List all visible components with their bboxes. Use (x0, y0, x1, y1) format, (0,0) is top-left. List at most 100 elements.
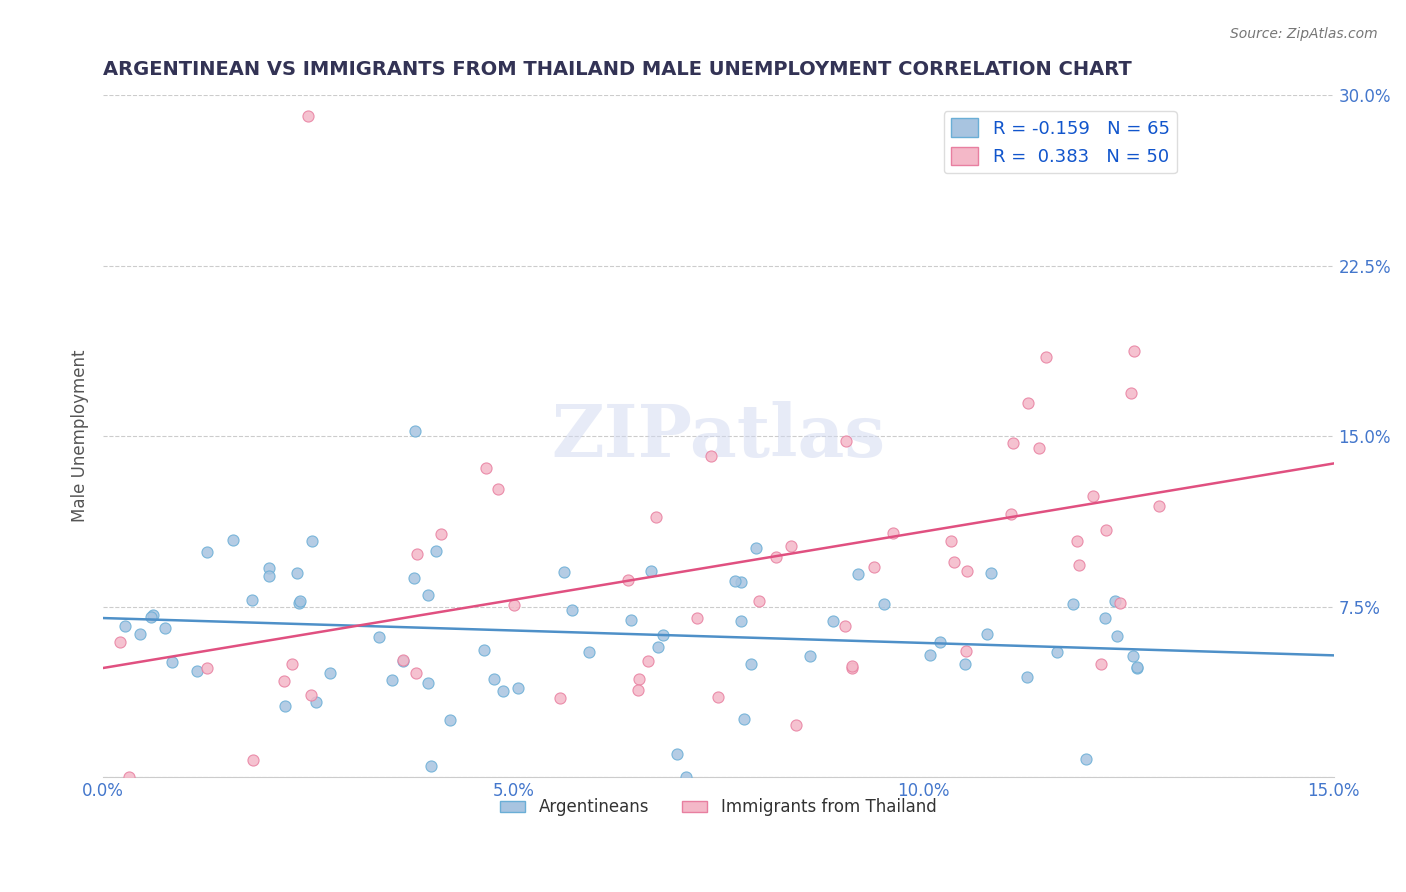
Immigrants from Thailand (628, 672, 651, 686)
Argentineans (274, 698, 297, 713)
Immigrants from Thailand (748, 594, 770, 608)
Immigrants from Thailand (835, 434, 858, 448)
Immigrants from Thailand (405, 666, 427, 681)
Argentineans (724, 574, 747, 589)
Immigrants from Thailand (486, 482, 509, 496)
Argentineans (482, 672, 505, 686)
Immigrants from Thailand (273, 673, 295, 688)
Argentineans (1122, 649, 1144, 664)
Argentineans (873, 597, 896, 611)
Argentineans (141, 610, 163, 624)
Argentineans (640, 564, 662, 578)
Argentineans (980, 566, 1002, 580)
Argentineans (162, 655, 184, 669)
Immigrants from Thailand (1000, 507, 1022, 521)
Immigrants from Thailand (862, 559, 884, 574)
Argentineans (744, 541, 766, 555)
Argentineans (439, 714, 461, 728)
Argentineans (799, 648, 821, 663)
Immigrants from Thailand (242, 753, 264, 767)
Argentineans (1046, 644, 1069, 658)
Argentineans (918, 648, 941, 662)
Argentineans (416, 589, 439, 603)
Argentineans (153, 622, 176, 636)
Immigrants from Thailand (956, 564, 979, 578)
Immigrants from Thailand (834, 619, 856, 633)
Immigrants from Thailand (195, 660, 218, 674)
Immigrants from Thailand (953, 138, 976, 153)
Argentineans (953, 657, 976, 671)
Immigrants from Thailand (1066, 534, 1088, 549)
Immigrants from Thailand (108, 635, 131, 649)
Immigrants from Thailand (637, 654, 659, 668)
Argentineans (733, 712, 755, 726)
Argentineans (290, 593, 312, 607)
Argentineans (195, 544, 218, 558)
Argentineans (620, 613, 643, 627)
Argentineans (420, 758, 443, 772)
Argentineans (240, 592, 263, 607)
Argentineans (1104, 594, 1126, 608)
Immigrants from Thailand (1035, 350, 1057, 364)
Immigrants from Thailand (406, 547, 429, 561)
Argentineans (142, 608, 165, 623)
Immigrants from Thailand (1109, 596, 1132, 610)
Immigrants from Thailand (1028, 441, 1050, 455)
Argentineans (651, 628, 673, 642)
Argentineans (1076, 751, 1098, 765)
Immigrants from Thailand (1017, 396, 1039, 410)
Text: ARGENTINEAN VS IMMIGRANTS FROM THAILAND MALE UNEMPLOYMENT CORRELATION CHART: ARGENTINEAN VS IMMIGRANTS FROM THAILAND … (103, 60, 1132, 78)
Argentineans (1015, 670, 1038, 684)
Immigrants from Thailand (785, 718, 807, 732)
Immigrants from Thailand (882, 525, 904, 540)
Immigrants from Thailand (765, 550, 787, 565)
Argentineans (391, 654, 413, 668)
Argentineans (285, 566, 308, 580)
Immigrants from Thailand (1122, 343, 1144, 358)
Immigrants from Thailand (281, 657, 304, 671)
Argentineans (730, 614, 752, 628)
Argentineans (666, 747, 689, 761)
Argentineans (553, 566, 575, 580)
Argentineans (259, 561, 281, 575)
Argentineans (491, 684, 513, 698)
Immigrants from Thailand (118, 770, 141, 784)
Immigrants from Thailand (1081, 489, 1104, 503)
Argentineans (846, 566, 869, 581)
Argentineans (287, 597, 309, 611)
Argentineans (368, 631, 391, 645)
Immigrants from Thailand (780, 539, 803, 553)
Argentineans (381, 673, 404, 687)
Argentineans (186, 665, 208, 679)
Immigrants from Thailand (686, 611, 709, 625)
Argentineans (402, 571, 425, 585)
Argentineans (305, 695, 328, 709)
Argentineans (1062, 597, 1084, 611)
Immigrants from Thailand (644, 510, 666, 524)
Argentineans (404, 424, 426, 438)
Immigrants from Thailand (1067, 558, 1090, 573)
Argentineans (929, 635, 952, 649)
Argentineans (114, 618, 136, 632)
Argentineans (976, 627, 998, 641)
Argentineans (1126, 661, 1149, 675)
Immigrants from Thailand (299, 688, 322, 702)
Immigrants from Thailand (1095, 524, 1118, 538)
Argentineans (318, 665, 340, 680)
Argentineans (506, 681, 529, 695)
Argentineans (301, 533, 323, 548)
Immigrants from Thailand (297, 109, 319, 123)
Immigrants from Thailand (1147, 499, 1170, 513)
Argentineans (222, 533, 245, 548)
Immigrants from Thailand (475, 461, 498, 475)
Immigrants from Thailand (707, 690, 730, 704)
Immigrants from Thailand (502, 598, 524, 612)
Argentineans (561, 603, 583, 617)
Immigrants from Thailand (617, 573, 640, 587)
Immigrants from Thailand (1119, 385, 1142, 400)
Argentineans (647, 640, 669, 655)
Immigrants from Thailand (1090, 657, 1112, 672)
Immigrants from Thailand (939, 534, 962, 549)
Y-axis label: Male Unemployment: Male Unemployment (72, 350, 89, 523)
Argentineans (128, 626, 150, 640)
